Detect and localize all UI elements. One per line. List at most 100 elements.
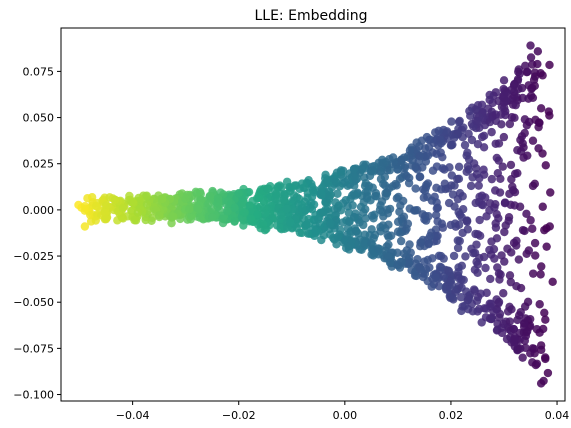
- scatter-point: [526, 216, 535, 225]
- scatter-point: [260, 225, 270, 235]
- scatter-point: [499, 132, 509, 142]
- scatter-point: [510, 334, 519, 344]
- scatter-point: [445, 277, 455, 286]
- scatter-point: [496, 174, 505, 183]
- scatter-point: [431, 210, 441, 220]
- scatter-point: [463, 148, 472, 157]
- scatter-point: [473, 268, 482, 278]
- scatter-point: [282, 177, 292, 186]
- scatter-point: [453, 271, 463, 280]
- scatter-point: [450, 202, 459, 211]
- scatter-point: [404, 259, 414, 268]
- scatter-point: [117, 213, 127, 222]
- scatter-point: [431, 273, 440, 282]
- scatter-point: [501, 221, 510, 230]
- scatter-point: [360, 239, 370, 248]
- scatter-point: [394, 192, 403, 202]
- scatter-point: [359, 208, 368, 217]
- scatter-point: [500, 227, 509, 237]
- scatter-point: [447, 181, 456, 190]
- scatter-point: [307, 182, 317, 192]
- scatter-point: [263, 184, 272, 193]
- scatter-point: [454, 220, 464, 229]
- scatter-point: [405, 240, 414, 249]
- scatter-point: [333, 232, 342, 242]
- scatter-point: [492, 153, 502, 163]
- scatter-point: [271, 186, 280, 196]
- scatter-point: [384, 240, 393, 249]
- scatter-point: [533, 47, 543, 56]
- scatter-point: [508, 182, 517, 191]
- scatter-point: [376, 174, 386, 184]
- scatter-point: [507, 248, 516, 257]
- scatter-point: [434, 141, 443, 150]
- scatter-point: [391, 179, 400, 189]
- scatter-point: [349, 165, 359, 174]
- scatter-point: [475, 231, 485, 241]
- x-tick-label: −0.02: [222, 409, 256, 422]
- y-tick-label: −0.050: [13, 296, 54, 309]
- scatter-point: [523, 297, 533, 307]
- scatter-point: [351, 226, 361, 236]
- scatter-point: [453, 243, 463, 253]
- scatter-point: [253, 210, 262, 219]
- scatter-point: [503, 307, 513, 316]
- scatter-point: [522, 67, 531, 77]
- scatter-point: [449, 251, 459, 261]
- x-tick-label: −0.04: [116, 409, 150, 422]
- scatter-point: [493, 319, 502, 329]
- scatter-point: [456, 293, 466, 302]
- scatter-point: [509, 81, 519, 90]
- scatter-point: [301, 220, 311, 229]
- scatter-point: [464, 155, 474, 164]
- scatter-point: [432, 162, 442, 171]
- scatter-point: [407, 266, 416, 275]
- scatter-point: [526, 41, 535, 50]
- scatter-point: [367, 238, 376, 248]
- scatter-point: [295, 228, 305, 237]
- scatter-point: [304, 175, 313, 185]
- scatter-point: [479, 165, 488, 174]
- scatter-point: [336, 206, 346, 215]
- scatter-point: [536, 341, 546, 350]
- y-tick-label: 0.000: [23, 204, 55, 217]
- scatter-point: [349, 212, 359, 222]
- scatter-point: [359, 220, 368, 230]
- scatter-point: [506, 277, 516, 287]
- scatter-point: [80, 222, 90, 231]
- y-tick-label: −0.100: [13, 389, 54, 402]
- scatter-point: [423, 192, 432, 202]
- scatter-point: [522, 249, 531, 259]
- scatter-point: [497, 328, 507, 338]
- scatter-point: [223, 207, 232, 216]
- scatter-point: [385, 258, 395, 267]
- scatter-point: [536, 379, 546, 388]
- scatter-point: [475, 215, 484, 225]
- scatter-point: [395, 207, 404, 216]
- y-tick-label: −0.025: [13, 250, 54, 263]
- scatter-point: [541, 354, 550, 364]
- scatter-point: [91, 201, 101, 211]
- scatter-point: [499, 289, 508, 298]
- scatter-point: [432, 183, 441, 193]
- scatter-point: [421, 211, 430, 221]
- scatter-point: [393, 165, 403, 174]
- scatter-point: [545, 111, 554, 120]
- scatter-point: [169, 212, 178, 221]
- scatter-point: [454, 162, 464, 172]
- scatter-point: [518, 139, 527, 148]
- scatter-point: [520, 226, 529, 236]
- scatter-point: [184, 204, 194, 214]
- scatter-point: [505, 317, 515, 326]
- scatter-point: [542, 242, 551, 251]
- scatter-point: [481, 263, 490, 273]
- scatter-point: [286, 218, 295, 227]
- scatter-point: [80, 201, 90, 211]
- y-tick-label: 0.075: [23, 65, 55, 78]
- scatter-point: [491, 223, 501, 232]
- scatter-point: [485, 245, 494, 255]
- scatter-point: [535, 328, 544, 337]
- scatter-point: [397, 258, 406, 267]
- scatter-point: [405, 173, 414, 183]
- scatter-point: [469, 248, 478, 258]
